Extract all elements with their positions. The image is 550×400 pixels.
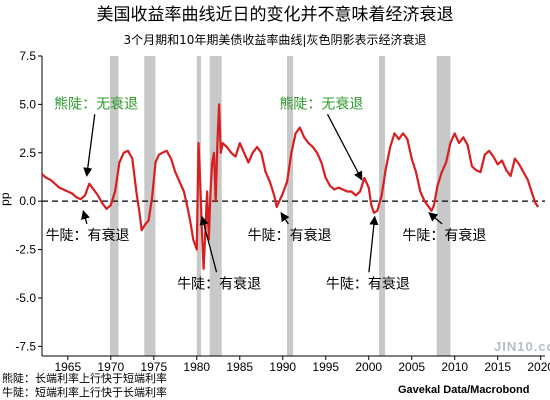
series-lines — [41, 103, 540, 270]
x-tick-label: 2020 — [527, 360, 550, 374]
x-tick-label: 1975 — [140, 360, 167, 374]
y-tick-label: -7.5 — [15, 339, 36, 353]
bear-steepener-label-0: 熊陡：无衰退 — [54, 95, 138, 112]
recession-band-2 — [196, 56, 202, 356]
tick-labels: 7.5 5.0 2.5 0.0 -2.5 -5.0 -7.5 pp 1965 1970 1975 19… — [0, 49, 550, 374]
x-tick-label: 2010 — [441, 360, 468, 374]
annotation-arrow-3 — [199, 215, 218, 273]
recession-band-0 — [109, 56, 119, 356]
footnote-bear-steepener: 熊陡：长端利率上行快于短端利率 — [2, 372, 167, 385]
y-axis-label: pp — [0, 192, 12, 206]
x-tick-label: 1985 — [226, 360, 253, 374]
y-tick-label: 2.5 — [19, 146, 36, 160]
x-tick-label: 1970 — [97, 360, 124, 374]
y-tick-label: -2.5 — [15, 243, 36, 257]
footnote-bull-steepener: 牛陡：短端利率上行快于长端利率 — [2, 386, 167, 399]
x-tick-label: 1980 — [183, 360, 210, 374]
bull-steepener-label-3: 牛陡：有衰退 — [177, 275, 261, 292]
bull-steepener-label-6: 牛陡：有衰退 — [402, 227, 486, 244]
y-tick-label: -5.0 — [15, 291, 36, 305]
recession-band-3 — [209, 56, 222, 356]
bear-steepener-label-1: 熊陡：无衰退 — [279, 95, 363, 112]
bull-steepener-label-4: 牛陡：有衰退 — [248, 227, 332, 244]
chart-title: 美国收益率曲线近日的变化并不意味着经济衰退 — [96, 5, 454, 25]
x-tick-label: 2005 — [398, 360, 425, 374]
recession-band-6 — [436, 56, 451, 356]
bull-steepener-label-5: 牛陡：有衰退 — [326, 275, 410, 292]
annotation-arrow-5 — [368, 215, 379, 273]
x-tick-label: 2000 — [355, 360, 382, 374]
y-tick-label: 0.0 — [19, 194, 36, 208]
recession-band-4 — [287, 56, 294, 356]
axis-frame — [38, 55, 545, 360]
annotations: 熊陡：无衰退 熊陡：无衰退牛陡：有衰退牛陡：有衰退牛陡：有衰退牛陡：有衰退牛陡：有… — [46, 95, 487, 292]
annotation-arrow-6 — [428, 212, 443, 225]
chart-subtitle: 3个月期和10年期美债收益率曲线|灰色阴影表示经济衰退 — [123, 33, 427, 47]
annotation-arrow-4 — [280, 212, 290, 225]
annotation-arrow-1 — [326, 113, 363, 181]
recession-band-5 — [379, 56, 386, 356]
y-tick-label: 5.0 — [19, 97, 36, 111]
watermark: JIN10.com — [494, 339, 550, 354]
x-tick-label: 1990 — [269, 360, 296, 374]
y-tick-label: 7.5 — [19, 49, 36, 63]
x-tick-label: 1965 — [54, 360, 81, 374]
yield-curve-line — [41, 103, 540, 270]
x-tick-label: 1995 — [312, 360, 339, 374]
annotation-arrow-2 — [81, 209, 90, 225]
x-tick-label: 2015 — [484, 360, 511, 374]
annotation-arrow-0 — [83, 114, 96, 177]
bull-steepener-label-2: 牛陡：有衰退 — [46, 227, 130, 244]
data-source: Gavekal Data/Macrobond — [398, 384, 530, 396]
